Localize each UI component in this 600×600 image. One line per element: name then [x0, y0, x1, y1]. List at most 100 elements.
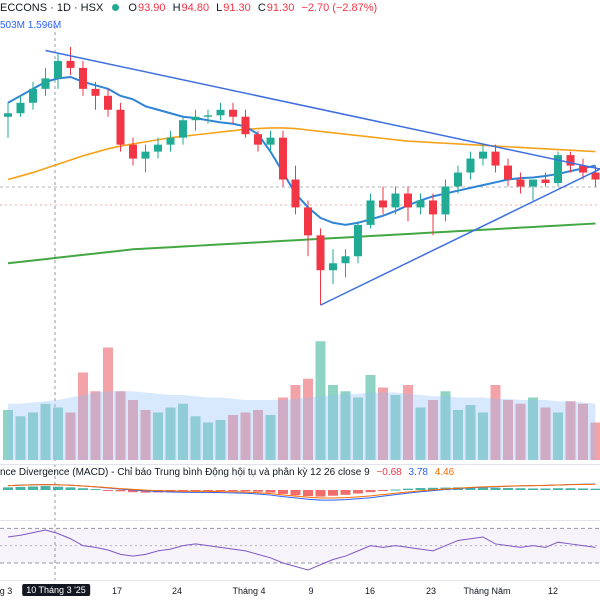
macd-histogram-bar: [553, 488, 563, 490]
macd-histogram-bar: [478, 487, 488, 490]
volume-bar: [265, 415, 276, 460]
macd-histogram-bar: [365, 490, 376, 493]
macd-histogram-bar: [515, 488, 526, 490]
macd-histogram-bar: [65, 487, 76, 490]
volume-bar: [540, 407, 551, 460]
macd-value-3: 4.46: [434, 467, 455, 478]
close-value: 91.30: [266, 2, 295, 14]
macd-histogram-bar: [53, 486, 63, 490]
macd-histogram-bar: [428, 487, 438, 490]
high-label: H: [172, 2, 181, 14]
time-axis[interactable]: g 3 10 Tháng 3 '25 17 24 Tháng 4 9 16 23 Tháng N…: [0, 580, 600, 600]
candle-body: [104, 95, 112, 110]
open-value: 93.90: [137, 2, 166, 14]
volume-bar: [315, 341, 326, 460]
macd-histogram-bar: [328, 490, 338, 496]
volume-bar: [365, 375, 376, 460]
volume-bar: [578, 403, 588, 460]
macd-value-2: 3.78: [408, 467, 428, 478]
candle-body: [466, 158, 475, 173]
volume-bar: [90, 391, 101, 460]
volume-bar: [478, 412, 488, 460]
volume-bar: [565, 401, 576, 460]
candle-body: [554, 155, 562, 184]
rsi-line: [7, 529, 596, 571]
candle-body: [491, 151, 500, 166]
candle-body: [341, 256, 350, 264]
ma-medium-line: [7, 127, 596, 181]
candle-body: [241, 116, 250, 135]
volume-bar: [328, 385, 338, 460]
volume-bar: [65, 412, 76, 460]
volume-bar: [165, 407, 176, 460]
candle-body: [529, 179, 537, 187]
macd-histogram-bar: [303, 490, 313, 497]
time-axis-label: 24: [171, 586, 183, 596]
time-axis-label: Tháng Năm: [463, 586, 511, 596]
macd-value-1: −0.68: [376, 467, 402, 478]
macd-histogram-bar: [215, 490, 226, 491]
volume-bar: [53, 407, 63, 460]
candle-body: [216, 109, 225, 116]
volume-bar: [103, 347, 113, 460]
macd-histogram-bar: [103, 490, 113, 491]
volume-bar: [403, 385, 413, 460]
volume-bar: [290, 385, 301, 460]
macd-histogram-bar: [528, 488, 538, 490]
macd-histogram-bar: [78, 488, 88, 490]
rsi-divider[interactable]: [0, 520, 600, 521]
macd-histogram-bar: [203, 490, 213, 492]
symbol-label[interactable]: ECCONS · 1D · HSX: [0, 2, 104, 14]
time-axis-label: 9: [308, 586, 314, 596]
candle-body: [379, 200, 387, 208]
candle-body: [266, 137, 275, 145]
macd-histogram-bar: [253, 490, 263, 492]
market-status-icon: [112, 4, 120, 11]
macd-histogram-bar: [278, 490, 288, 494]
candle-body: [591, 172, 600, 180]
volume-bar: [378, 387, 388, 460]
macd-histogram-bar: [128, 490, 138, 493]
candle-body: [479, 151, 487, 159]
volume-bar: [240, 412, 251, 460]
volume-bar: [3, 410, 13, 460]
macd-histogram-bar: [540, 488, 551, 490]
candle-body: [566, 155, 575, 166]
candle-body: [404, 193, 412, 208]
macd-histogram-bar: [115, 490, 126, 492]
macd-histogram-bar: [403, 488, 413, 490]
volume-bar: [178, 403, 188, 460]
macd-divider[interactable]: [0, 464, 600, 465]
candle-body: [316, 235, 325, 271]
volume-bar: [15, 416, 26, 460]
macd-histogram-bar: [240, 490, 251, 492]
candle-body: [304, 207, 312, 236]
macd-histogram-bar: [90, 489, 101, 491]
macd-title: nce Divergence (MACD) - Chỉ báo Trung bì…: [0, 467, 370, 478]
volume-bar: [590, 422, 600, 460]
candle-body: [229, 109, 237, 117]
candle-body: [79, 67, 87, 89]
time-axis-label: Tháng 4: [232, 586, 266, 596]
volume-bar: [28, 412, 38, 460]
time-axis-label: 10 Tháng 3 '25: [22, 584, 90, 596]
low-label: L: [216, 2, 223, 14]
volume-bar: [153, 412, 163, 460]
volume-bar: [115, 391, 126, 460]
candle-body: [254, 134, 262, 145]
high-value: 94.80: [181, 2, 210, 14]
macd-histogram-bar: [503, 488, 513, 490]
close-label: C: [257, 2, 266, 14]
candle-body: [91, 88, 100, 96]
volume-header: 503M 1.596M: [0, 20, 61, 31]
time-axis-label: g 3: [0, 586, 13, 596]
candle-body: [29, 88, 37, 103]
candle-body: [204, 115, 212, 117]
volume-bar: [453, 410, 463, 460]
macd-histogram-bar: [15, 486, 26, 490]
candle-body: [16, 102, 25, 114]
candle-body: [54, 60, 62, 79]
candle-body: [4, 113, 12, 117]
